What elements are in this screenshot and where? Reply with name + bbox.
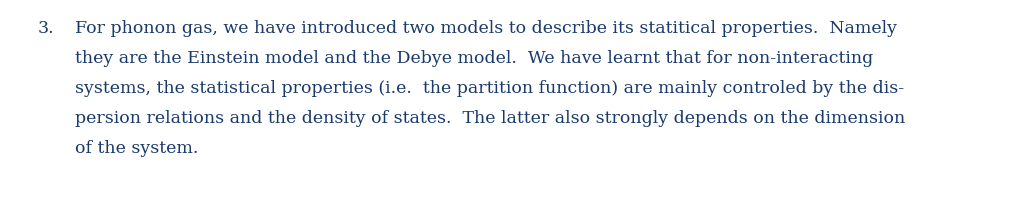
Text: persion relations and the density of states.  The latter also strongly depends o: persion relations and the density of sta… — [75, 110, 905, 127]
Text: systems, the statistical properties (i.e.  the partition function) are mainly co: systems, the statistical properties (i.e… — [75, 80, 904, 97]
Text: 3.: 3. — [38, 20, 55, 37]
Text: of the system.: of the system. — [75, 140, 199, 157]
Text: they are the Einstein model and the Debye model.  We have learnt that for non-in: they are the Einstein model and the Deby… — [75, 50, 873, 67]
Text: For phonon gas, we have introduced two models to describe its statitical propert: For phonon gas, we have introduced two m… — [75, 20, 897, 37]
